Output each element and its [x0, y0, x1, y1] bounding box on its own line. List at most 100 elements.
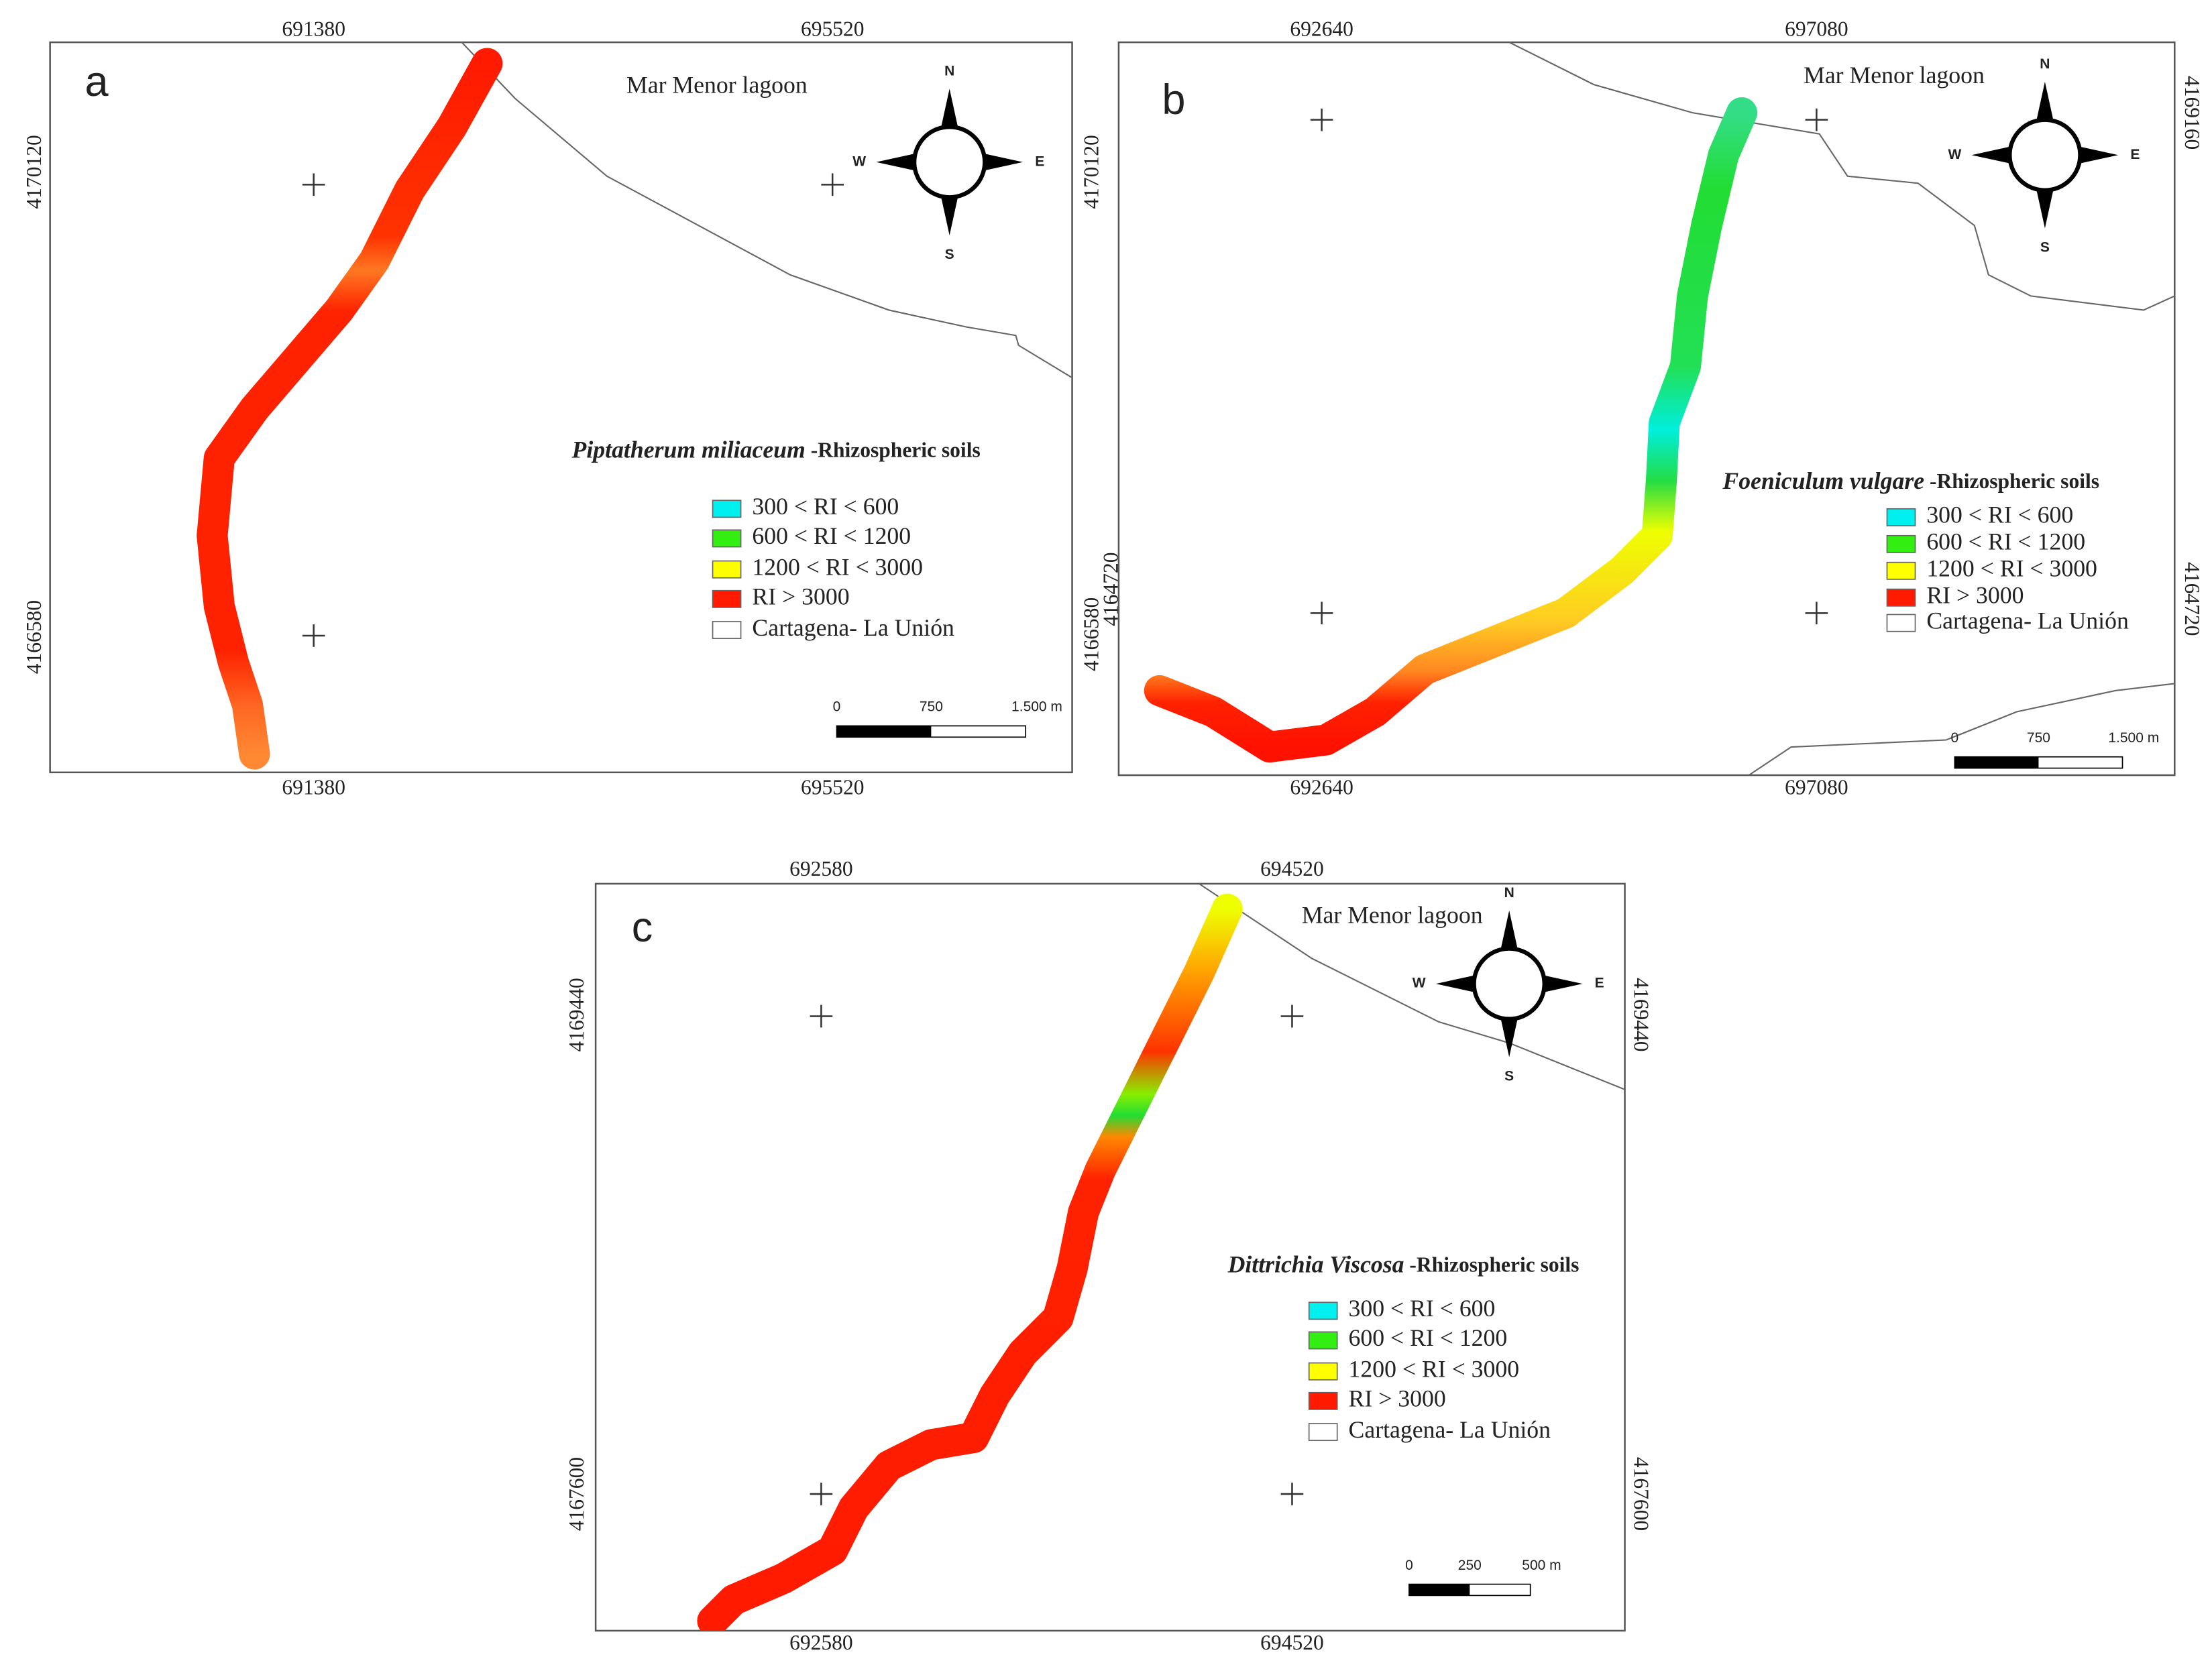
legend-swatch	[1886, 534, 1916, 553]
legend-label: 300 < RI < 600	[752, 493, 899, 520]
coastline	[1748, 683, 2175, 776]
legend-swatch	[1308, 1423, 1338, 1442]
grid-cross	[1805, 108, 1828, 131]
legend-label: 1200 < RI < 3000	[1349, 1355, 1520, 1382]
compass-letter: W	[852, 154, 866, 169]
x-coord-label: 691380	[282, 17, 345, 40]
map-content	[1144, 42, 2175, 776]
scale-label: 0	[1405, 1558, 1413, 1573]
map-content	[697, 883, 1625, 1631]
legend-swatch	[1886, 614, 1916, 632]
scale-bar-fill	[836, 726, 932, 738]
scale-label: 750	[920, 699, 943, 715]
legend-swatch	[1308, 1362, 1338, 1381]
map-content	[197, 42, 1072, 770]
legend-swatch	[712, 500, 742, 518]
map-panel: 692580 694520 692580 694520 4169440 4167600 41…	[565, 857, 1653, 1654]
legend-label: 300 < RI < 600	[1926, 502, 2073, 528]
x-coord-label: 691380	[282, 775, 345, 799]
river-ribbon	[697, 893, 1243, 1631]
legend-suffix: -Rhizospheric soils	[1404, 1253, 1580, 1277]
compass-ring	[1472, 946, 1547, 1021]
y-coord-label: 4164720	[1099, 552, 1123, 626]
map-panel: 691380 695520 691380 695520 4170120 4166580 a M…	[22, 17, 1073, 799]
y-coord-label: 4170120	[22, 135, 46, 209]
legend-swatch	[1308, 1331, 1338, 1350]
legend-swatch	[1308, 1302, 1338, 1320]
y-coord-label: 4167600	[565, 1457, 588, 1531]
scale-label: 750	[2027, 730, 2050, 746]
map-frame	[594, 882, 1626, 1632]
y-coord-label: 4164720	[2180, 562, 2204, 636]
scale-bar-fill	[1408, 1584, 1470, 1596]
grid-cross	[1280, 1004, 1304, 1028]
y-coord-label: 4169440	[1629, 978, 1653, 1051]
panel-letter: a	[85, 58, 109, 105]
panel-letter: b	[1162, 76, 1185, 123]
compass-letter: N	[944, 64, 954, 79]
legend-label: 600 < RI < 1200	[1926, 528, 2085, 555]
x-coord-label: 697080	[1785, 17, 1848, 40]
x-coord-label: 694520	[1260, 857, 1324, 880]
lagoon-label: Mar Menor lagoon	[1804, 62, 1985, 89]
compass-arrows	[1971, 81, 2119, 229]
map-frame	[1117, 41, 2176, 776]
coastline	[1508, 42, 2175, 311]
grid-cross	[1310, 601, 1333, 625]
legend-title: Piptatherum miliaceum -Rhizospheric soil…	[571, 437, 981, 463]
legend-swatch	[712, 560, 742, 579]
coastline	[461, 42, 1072, 379]
compass-letter: N	[1504, 885, 1514, 901]
compass-letter: E	[2130, 147, 2140, 162]
x-coord-label: 692640	[1290, 17, 1353, 40]
compass: N S W E	[1413, 885, 1604, 1084]
legend-label: Cartagena- La Unión	[1349, 1416, 1551, 1443]
legend-swatch	[1886, 588, 1916, 607]
scale-label: 1.500 m	[2108, 730, 2159, 746]
legend-label: RI > 3000	[752, 583, 849, 610]
compass-letter: S	[1504, 1068, 1514, 1084]
legend-swatch	[712, 621, 742, 640]
legend-label: 1200 < RI < 3000	[752, 553, 923, 580]
legend-swatch	[1886, 561, 1916, 580]
legend-species: Piptatherum miliaceum	[571, 437, 806, 463]
scale-bar-fill	[1954, 756, 2039, 768]
legend-suffix: -Rhizospheric soils	[1924, 469, 2099, 493]
river-ribbon	[197, 48, 503, 770]
compass-letter: E	[1035, 154, 1044, 169]
legend-label: RI > 3000	[1349, 1385, 1446, 1412]
legend-swatch	[1308, 1391, 1338, 1410]
grid-cross	[1805, 601, 1828, 625]
grid-cross	[810, 1483, 833, 1505]
compass-ring	[2007, 117, 2083, 192]
compass-ring	[911, 125, 987, 200]
coastline	[1199, 883, 1625, 1090]
x-coord-label: 695520	[801, 17, 865, 40]
legend-label: Cartagena- La Unión	[752, 614, 954, 641]
legend-label: 1200 < RI < 3000	[1926, 555, 2097, 581]
compass-letter: W	[1413, 976, 1426, 991]
scale-label: 1.500 m	[1011, 699, 1062, 715]
compass-letter: E	[1595, 976, 1604, 991]
x-coord-label: 692580	[789, 1631, 853, 1654]
grid-cross	[810, 1004, 833, 1028]
grid-cross	[302, 173, 325, 196]
compass-arrows	[876, 89, 1023, 236]
compass-letter: S	[945, 247, 954, 262]
legend-label: RI > 3000	[1926, 581, 2024, 608]
panel-letter: c	[632, 904, 653, 951]
x-coord-label: 692640	[1290, 775, 1353, 799]
grid-cross	[821, 173, 844, 196]
legend-label: Cartagena- La Unión	[1926, 607, 2129, 634]
grid-cross	[1310, 108, 1333, 131]
grid-cross	[1280, 1483, 1304, 1505]
legend-species: Foeniculum vulgare	[1722, 467, 1924, 494]
legend-title: Foeniculum vulgare -Rhizospheric soils	[1722, 467, 2099, 494]
x-coord-label: 695520	[801, 775, 865, 799]
y-coord-label: 4166580	[1079, 597, 1103, 671]
compass: N S W E	[852, 64, 1044, 262]
y-coord-label: 4169160	[2180, 76, 2204, 150]
legend-label: 300 < RI < 600	[1349, 1295, 1496, 1322]
